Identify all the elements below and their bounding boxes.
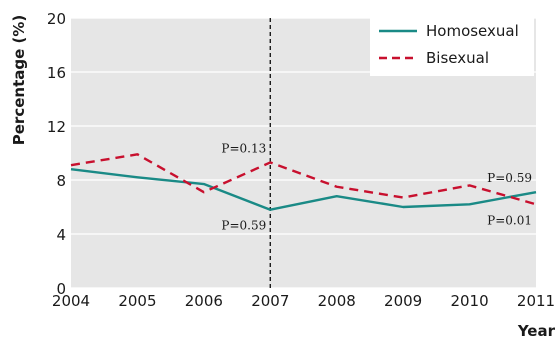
x-tick-labels: 2004 2005 2006 2007 2008 2009 2010 2011 (52, 292, 555, 310)
p-value-annotation: P=0.01 (487, 213, 532, 227)
y-tick-label: 16 (47, 64, 66, 82)
x-tick-label: 2004 (52, 292, 90, 310)
legend-box (370, 18, 534, 76)
y-tick-label: 12 (47, 118, 66, 136)
x-tick-label: 2010 (450, 292, 488, 310)
x-tick-label: 2011 (517, 292, 555, 310)
p-value-annotation: P=0.13 (221, 141, 266, 155)
y-axis-title: Percentage (%) (10, 15, 28, 145)
y-tick-label: 4 (56, 226, 66, 244)
series-line-bisexual (70, 153, 537, 206)
annotations: P=0.13 P=0.59 P=0.59 P=0.01 (221, 141, 532, 232)
y-tick-label: 8 (56, 172, 66, 190)
x-tick-label: 2005 (118, 292, 156, 310)
p-value-annotation: P=0.59 (221, 219, 266, 233)
x-tick-label: 2009 (384, 292, 422, 310)
x-tick-label: 2006 (185, 292, 223, 310)
legend-label-homosexual: Homosexual (426, 22, 519, 40)
p-value-annotation: P=0.59 (487, 171, 532, 185)
legend: Homosexual Bisexual (370, 18, 534, 76)
y-tick-labels: 0 4 8 12 16 20 (47, 10, 66, 298)
y-tick-label: 0 (56, 280, 66, 298)
x-tick-label: 2008 (318, 292, 356, 310)
legend-label-bisexual: Bisexual (426, 49, 489, 67)
series-line-homosexual (70, 168, 537, 211)
y-tick-label: 20 (47, 10, 66, 28)
series-layer (70, 153, 537, 211)
x-axis-title: Year (517, 322, 556, 340)
x-tick-label: 2007 (251, 292, 289, 310)
